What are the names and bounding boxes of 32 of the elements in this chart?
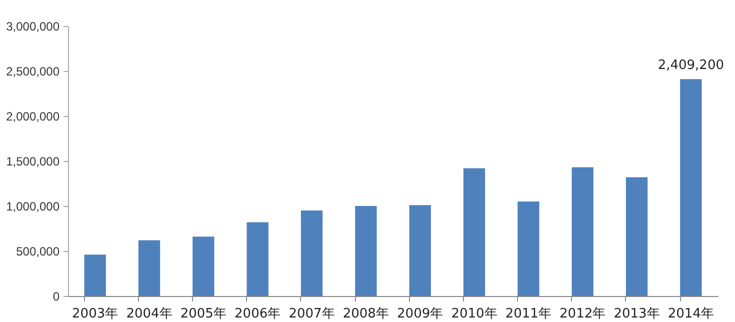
bar (680, 79, 702, 296)
data-label: 2,409,200 (658, 58, 724, 74)
bar (572, 167, 594, 296)
bar (626, 177, 648, 296)
bar (84, 254, 106, 296)
bar (409, 205, 431, 296)
y-tick-label: 500,000 (16, 244, 60, 258)
bar (246, 222, 268, 296)
y-tick-label: 1,000,000 (6, 200, 60, 214)
bar (355, 206, 377, 296)
x-tick-label: 2011年 (505, 306, 552, 322)
x-tick-label: 2004年 (126, 306, 172, 322)
bar (138, 240, 160, 296)
x-tick-label: 2014年 (668, 306, 714, 322)
x-tick-label: 2008年 (342, 306, 389, 322)
bar (518, 202, 540, 296)
bar (300, 210, 323, 296)
y-tick-label: 2,000,000 (6, 110, 60, 124)
bar (192, 236, 214, 296)
x-tick-label: 2006年 (234, 306, 281, 322)
x-tick-label: 2012年 (560, 306, 606, 322)
x-tick-label: 2013年 (614, 306, 660, 322)
x-tick-label: 2010年 (451, 306, 498, 322)
x-tick-label: 2005年 (180, 306, 226, 322)
x-tick-label: 2003年 (72, 306, 118, 322)
y-tick-label: 3,000,000 (6, 20, 60, 34)
x-tick-label: 2007年 (288, 306, 335, 322)
bar (463, 168, 486, 296)
y-tick-label: 1,500,000 (6, 154, 60, 168)
x-tick-label: 2009年 (397, 306, 444, 322)
y-tick-label: 0 (52, 290, 60, 304)
y-tick-label: 2,500,000 (6, 64, 60, 78)
